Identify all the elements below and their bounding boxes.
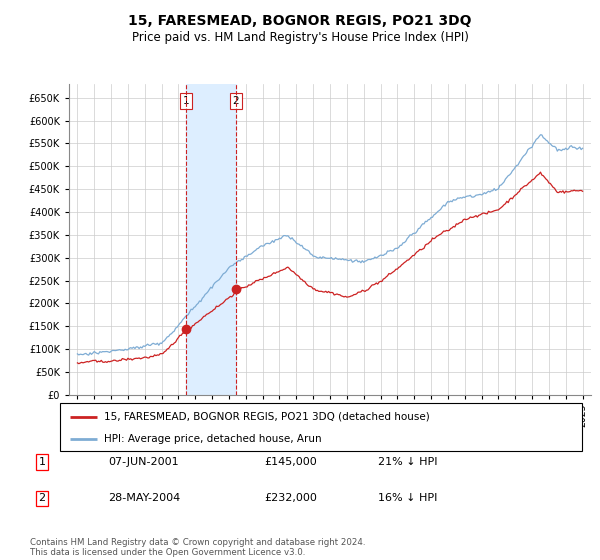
Text: 15, FARESMEAD, BOGNOR REGIS, PO21 3DQ (detached house): 15, FARESMEAD, BOGNOR REGIS, PO21 3DQ (d… (104, 412, 430, 422)
Text: 28-MAY-2004: 28-MAY-2004 (108, 493, 180, 503)
Text: 07-JUN-2001: 07-JUN-2001 (108, 457, 179, 467)
Text: HPI: Average price, detached house, Arun: HPI: Average price, detached house, Arun (104, 434, 322, 444)
Text: 21% ↓ HPI: 21% ↓ HPI (378, 457, 437, 467)
Text: 2: 2 (233, 96, 239, 106)
Text: Contains HM Land Registry data © Crown copyright and database right 2024.
This d: Contains HM Land Registry data © Crown c… (30, 538, 365, 557)
FancyBboxPatch shape (60, 403, 582, 451)
Bar (186, 84, 236, 395)
Text: Price paid vs. HM Land Registry's House Price Index (HPI): Price paid vs. HM Land Registry's House … (131, 31, 469, 44)
Text: £145,000: £145,000 (264, 457, 317, 467)
Text: 1: 1 (182, 96, 189, 106)
Text: 1: 1 (38, 457, 46, 467)
Text: 15, FARESMEAD, BOGNOR REGIS, PO21 3DQ: 15, FARESMEAD, BOGNOR REGIS, PO21 3DQ (128, 14, 472, 28)
Text: 16% ↓ HPI: 16% ↓ HPI (378, 493, 437, 503)
Text: 2: 2 (38, 493, 46, 503)
Text: £232,000: £232,000 (264, 493, 317, 503)
